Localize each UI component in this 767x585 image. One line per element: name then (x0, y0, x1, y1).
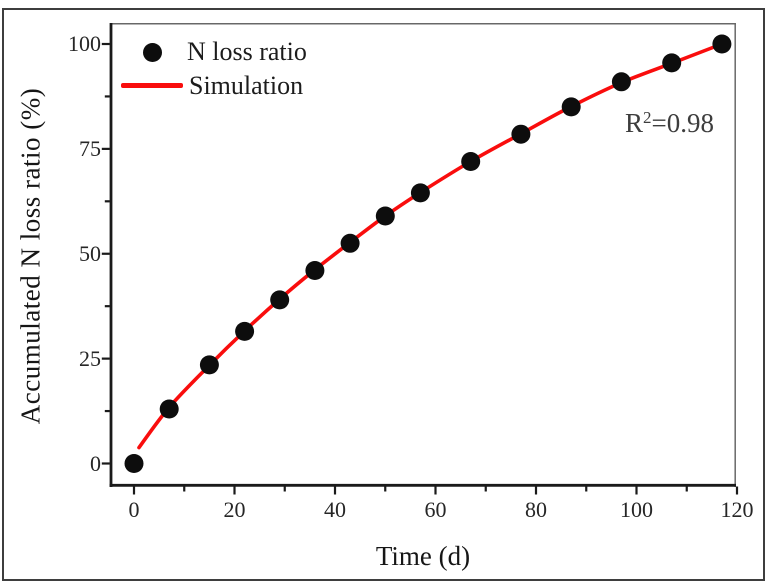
x-tick-label: 100 (620, 497, 653, 522)
x-tick-label: 120 (720, 497, 754, 522)
legend-label-n-loss-ratio: N loss ratio (187, 37, 307, 66)
data-point (124, 454, 144, 473)
data-point (340, 233, 360, 253)
data-point (410, 183, 430, 203)
x-axis-title: Time (d) (375, 541, 471, 571)
y-tick-label: 25 (79, 345, 101, 371)
legend-marker-line-icon (121, 83, 183, 88)
data-point (561, 97, 581, 117)
legend-label-simulation: Simulation (189, 71, 304, 100)
plot-area (101, 23, 739, 495)
x-tick-label: 0 (128, 497, 140, 522)
data-point (199, 355, 219, 375)
y-tick-label: 0 (90, 450, 101, 476)
legend-marker-dot-icon (143, 43, 162, 62)
y-tick-label: 50 (79, 240, 101, 266)
data-point (611, 72, 631, 92)
data-point (375, 206, 395, 226)
data-point (235, 321, 255, 341)
y-tick-label: 100 (68, 31, 101, 56)
data-point (511, 124, 531, 144)
r-squared-annotation: R2=0.98 (625, 108, 714, 138)
x-tick-label: 60 (424, 497, 447, 522)
data-point (712, 34, 732, 54)
x-tick-label: 20 (223, 497, 246, 522)
y-tick-label: 75 (79, 135, 101, 161)
data-point (662, 53, 682, 73)
data-point (159, 399, 179, 419)
data-point (461, 152, 481, 171)
x-tick-label: 80 (525, 497, 547, 522)
data-point (270, 290, 290, 310)
r-squared-superscript: 2 (643, 108, 652, 127)
x-tick-label: 40 (324, 497, 346, 522)
data-point (305, 261, 325, 280)
